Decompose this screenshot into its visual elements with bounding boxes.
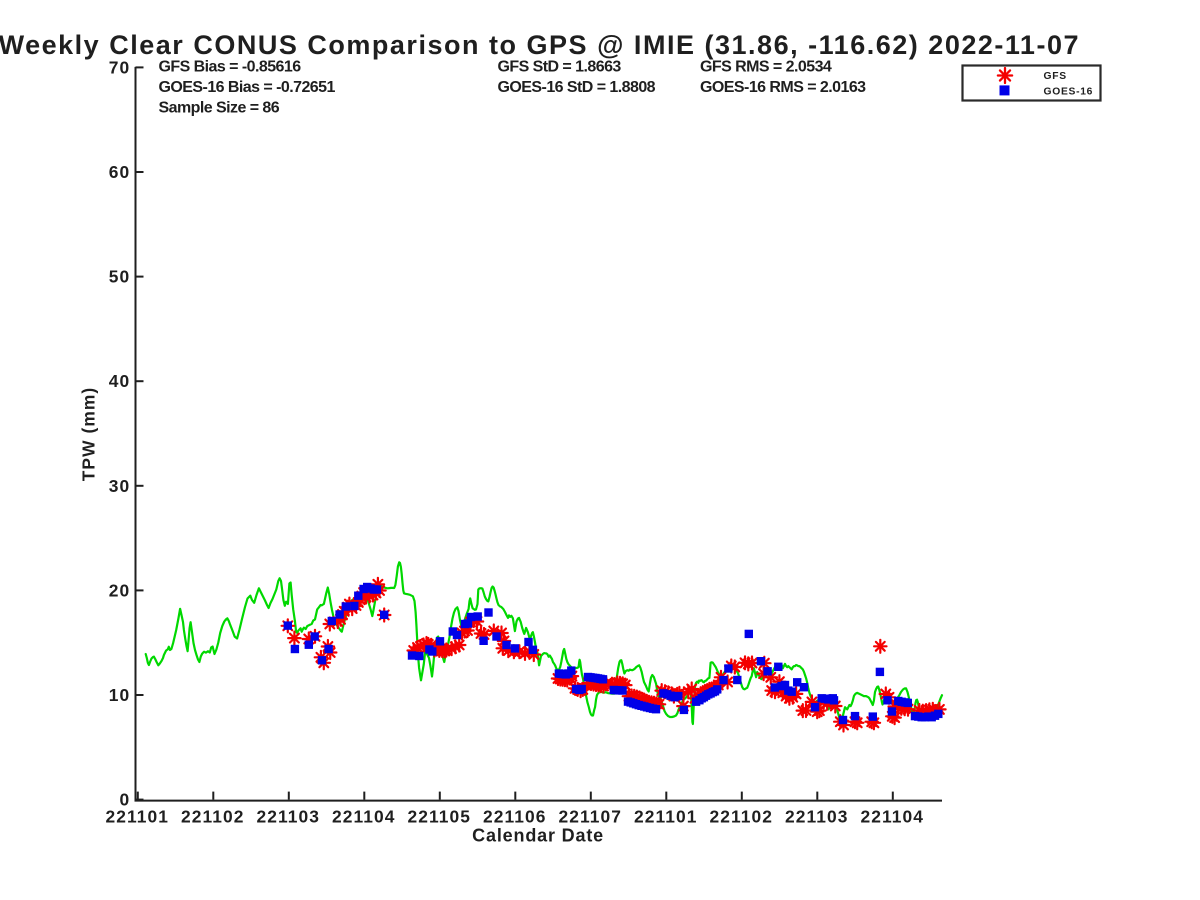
svg-text:Weekly Clear CONUS Comparison: Weekly Clear CONUS Comparison to GPS @ I… [0,30,1080,60]
svg-text:GOES-16: GOES-16 [1044,86,1094,97]
svg-text:30: 30 [109,476,130,496]
svg-text:221103: 221103 [257,807,321,827]
svg-text:Calendar Date: Calendar Date [472,826,604,846]
svg-text:221101: 221101 [634,807,698,827]
svg-text:221101: 221101 [106,807,170,827]
svg-text:20: 20 [109,580,130,600]
svg-text:10: 10 [109,685,130,705]
svg-text:GFS: GFS [1044,71,1067,82]
svg-text:221105: 221105 [408,807,472,827]
svg-text:60: 60 [109,162,130,182]
svg-text:GFS StD = 1.8663: GFS StD = 1.8663 [498,59,622,76]
svg-text:Sample Size = 86: Sample Size = 86 [159,100,280,117]
svg-text:0: 0 [119,790,130,810]
svg-text:GOES-16 StD = 1.8808: GOES-16 StD = 1.8808 [498,79,656,96]
svg-text:221104: 221104 [861,807,925,827]
svg-text:221106: 221106 [483,807,547,827]
svg-text:221102: 221102 [710,807,774,827]
svg-text:221103: 221103 [785,807,849,827]
svg-text:40: 40 [109,371,130,391]
svg-text:221107: 221107 [559,807,623,827]
svg-text:221104: 221104 [332,807,396,827]
svg-text:70: 70 [109,57,130,77]
svg-text:50: 50 [109,267,130,287]
svg-text:TPW (mm): TPW (mm) [79,387,99,482]
svg-text:GOES-16 Bias = -0.72651: GOES-16 Bias = -0.72651 [159,79,336,96]
svg-text:GOES-16 RMS = 2.0163: GOES-16 RMS = 2.0163 [700,79,866,96]
svg-text:GFS RMS = 2.0534: GFS RMS = 2.0534 [700,59,832,76]
svg-text:GFS Bias = -0.85616: GFS Bias = -0.85616 [159,59,302,76]
svg-text:221102: 221102 [181,807,245,827]
